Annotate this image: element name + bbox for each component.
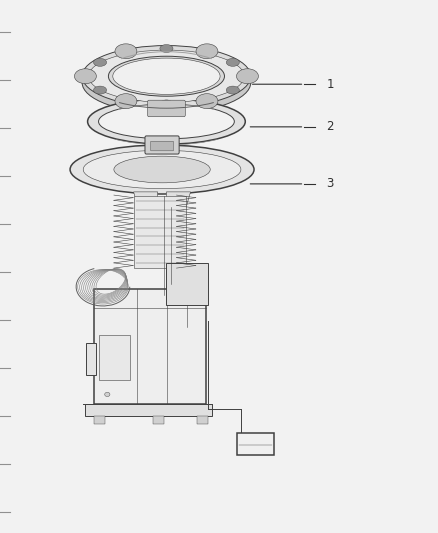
- Ellipse shape: [160, 45, 173, 53]
- Text: 3: 3: [326, 177, 334, 190]
- Text: 2: 2: [326, 120, 334, 133]
- Bar: [86, 343, 96, 375]
- Polygon shape: [166, 192, 191, 223]
- Ellipse shape: [237, 69, 258, 84]
- Ellipse shape: [115, 94, 137, 109]
- Ellipse shape: [115, 44, 137, 59]
- Bar: [237, 433, 274, 455]
- Bar: [197, 416, 208, 424]
- Ellipse shape: [114, 156, 210, 183]
- Bar: [166, 263, 208, 305]
- Ellipse shape: [88, 99, 245, 144]
- Ellipse shape: [226, 86, 240, 94]
- Bar: [153, 416, 164, 424]
- Ellipse shape: [113, 58, 220, 94]
- Ellipse shape: [83, 150, 241, 189]
- Polygon shape: [134, 192, 158, 223]
- FancyBboxPatch shape: [145, 136, 179, 154]
- Ellipse shape: [196, 44, 218, 59]
- Bar: [99, 335, 130, 380]
- FancyBboxPatch shape: [151, 141, 173, 151]
- Ellipse shape: [88, 50, 244, 102]
- Ellipse shape: [105, 392, 110, 397]
- Bar: [134, 196, 186, 268]
- Ellipse shape: [74, 69, 96, 84]
- Bar: [85, 404, 212, 416]
- Ellipse shape: [82, 46, 251, 107]
- Ellipse shape: [99, 104, 234, 139]
- Ellipse shape: [160, 100, 173, 108]
- Ellipse shape: [93, 86, 106, 94]
- Bar: [94, 416, 105, 424]
- Ellipse shape: [82, 52, 251, 114]
- Ellipse shape: [70, 145, 254, 194]
- FancyBboxPatch shape: [148, 100, 185, 117]
- Ellipse shape: [93, 58, 106, 67]
- Ellipse shape: [196, 94, 218, 109]
- Ellipse shape: [109, 56, 224, 96]
- Ellipse shape: [226, 58, 240, 67]
- Bar: [94, 289, 206, 404]
- Text: 1: 1: [326, 78, 334, 91]
